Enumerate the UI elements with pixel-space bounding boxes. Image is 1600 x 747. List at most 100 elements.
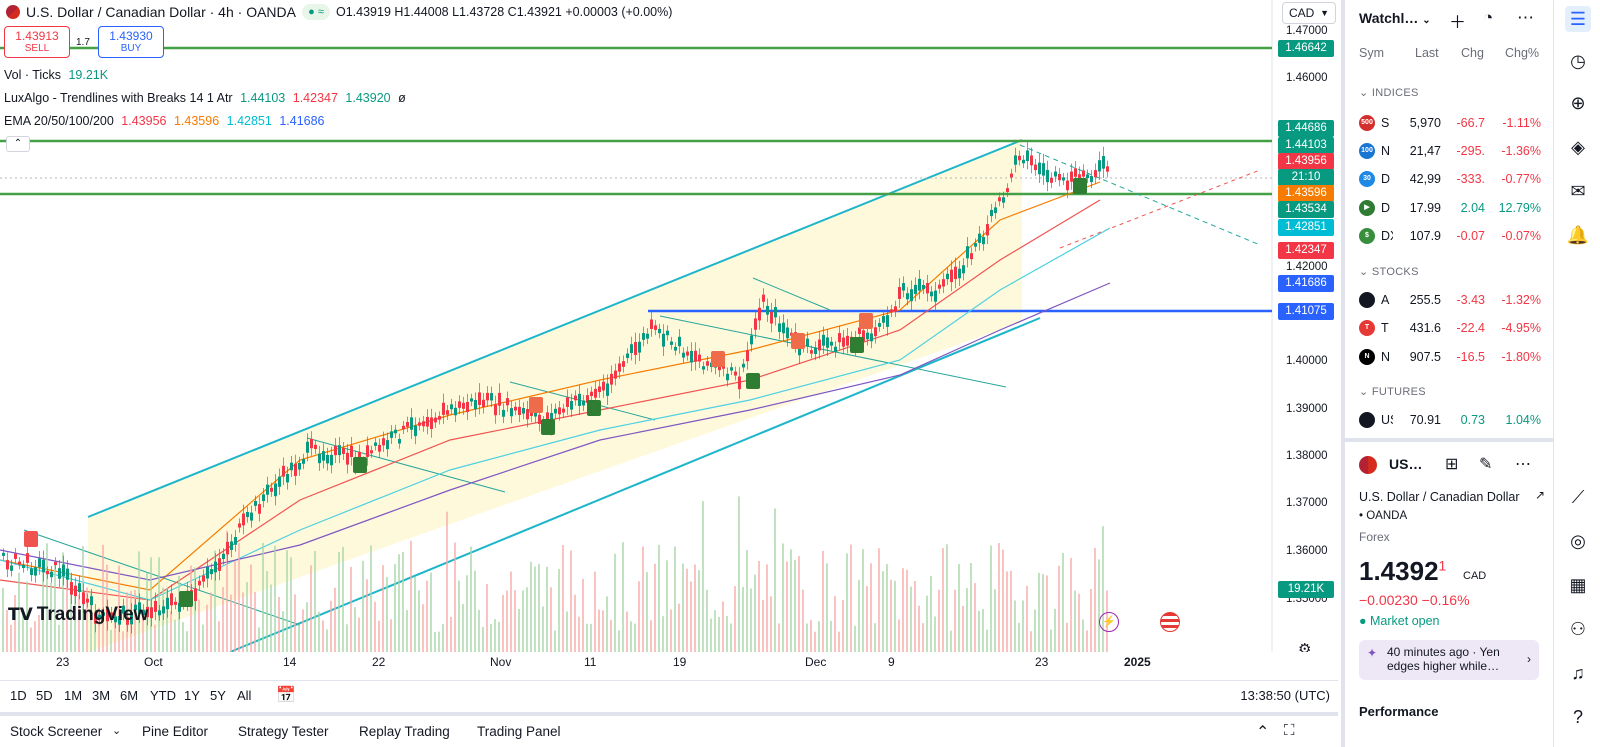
- time-axis[interactable]: 23 Oct 14 22 Nov 11 19 Dec 9 23 2025: [0, 652, 1338, 672]
- candle-body: [878, 323, 881, 327]
- range-button-all[interactable]: All: [237, 688, 252, 703]
- add-symbol-icon[interactable]: ＋: [1449, 13, 1466, 32]
- trendline-projection: [1019, 144, 1261, 246]
- watchlist-row[interactable]: 30 D 42,99 -333. -0.77%: [1345, 165, 1557, 193]
- volume-bar: [698, 570, 700, 652]
- bell-icon[interactable]: 🔔: [1566, 225, 1590, 245]
- watchlist-symbol: N: [1381, 350, 1391, 364]
- range-button-5d[interactable]: 5D: [36, 688, 53, 703]
- volume-bar: [414, 576, 416, 652]
- tradingview-logo[interactable]: 𝗧𝗩 TradingView: [8, 604, 148, 626]
- vol-legend[interactable]: Vol · Ticks 19.21K: [4, 68, 112, 82]
- symbol-title[interactable]: U.S. Dollar / Canadian Dollar · 4h · OAN…: [26, 4, 296, 20]
- watchlist-section-stocks[interactable]: ⌄ STOCKS: [1359, 265, 1419, 278]
- alerts-clock-icon[interactable]: ◷: [1570, 51, 1586, 71]
- compare-icon[interactable]: ● ≈: [302, 4, 330, 20]
- watchlist-icon[interactable]: ☰: [1565, 6, 1591, 32]
- watchlist-row[interactable]: T T 431.6 -22.4 -4.95%: [1345, 314, 1557, 342]
- pitchfork-icon[interactable]: ⟋: [1571, 487, 1585, 507]
- chart-settings-icon[interactable]: ⚙: [1298, 641, 1312, 652]
- candle-body: [118, 616, 121, 625]
- chart-area[interactable]: U.S. Dollar / Canadian Dollar · 4h · OAN…: [0, 0, 1338, 652]
- watchlist-layout-icon[interactable]: ◔: [1483, 8, 1494, 27]
- us-flag-event-icon[interactable]: [1160, 612, 1180, 632]
- volume-bar: [514, 590, 516, 652]
- ema-legend[interactable]: EMA 20/50/100/200 1.43956 1.43596 1.4285…: [4, 114, 329, 128]
- watchlist-row[interactable]: 100 N 21,47 -295. -1.36%: [1345, 137, 1557, 165]
- candle-body: [818, 339, 821, 351]
- more-icon[interactable]: ⋯: [1515, 456, 1531, 473]
- candle-body: [1066, 180, 1069, 191]
- candle-body: [218, 558, 221, 571]
- col-last[interactable]: Last: [1415, 46, 1439, 60]
- currency-select[interactable]: CAD ▼: [1282, 2, 1336, 24]
- candle-body: [210, 569, 213, 575]
- volume-bar: [278, 596, 280, 652]
- tab-stock-screener[interactable]: Stock Screener: [10, 724, 103, 739]
- range-button-1y[interactable]: 1Y: [184, 688, 200, 703]
- collapse-legend-button[interactable]: ⌃: [6, 136, 30, 152]
- detail-symbol[interactable]: US…: [1389, 456, 1423, 472]
- tab-replay-trading[interactable]: Replay Trading: [359, 724, 450, 739]
- price-chart[interactable]: [0, 0, 1338, 652]
- watchlist-title[interactable]: Watchl… ⌄: [1359, 10, 1431, 26]
- watchlist-row[interactable]: ▶ D 17.99 2.04 12.79%: [1345, 194, 1557, 222]
- tab-strategy-tester[interactable]: Strategy Tester: [238, 724, 329, 739]
- watchlist-row[interactable]: US 70.91 0.73 1.04%: [1345, 406, 1557, 434]
- ema-100-line: [0, 227, 1111, 601]
- detail-full-name[interactable]: U.S. Dollar / Canadian Dollar: [1359, 490, 1520, 504]
- volume-bar: [1018, 622, 1020, 652]
- news-card[interactable]: ✦ 40 minutes ago · Yen edges higher whil…: [1359, 640, 1539, 680]
- watchlist-row[interactable]: A 255.5 -3.43 -1.32%: [1345, 286, 1557, 314]
- detail-layout-icon[interactable]: ⊞: [1445, 456, 1459, 473]
- tab-trading-panel[interactable]: Trading Panel: [477, 724, 561, 739]
- volume-bar: [1070, 557, 1072, 652]
- collapse-panel-icon[interactable]: ⌃: [1256, 724, 1270, 741]
- candle-body: [258, 504, 261, 514]
- layers-icon[interactable]: ◈: [1571, 137, 1585, 157]
- edit-icon[interactable]: ✎: [1479, 456, 1493, 473]
- candle-body: [334, 445, 337, 456]
- more-icon[interactable]: ⋯: [1517, 8, 1534, 27]
- volume-bar: [14, 595, 16, 652]
- luxalgo-legend[interactable]: LuxAlgo - Trendlines with Breaks 14 1 At…: [4, 91, 410, 105]
- maximize-panel-icon[interactable]: ⛶: [1284, 722, 1295, 739]
- col-chg[interactable]: Chg: [1461, 46, 1484, 60]
- calendar-icon[interactable]: ▦: [1569, 575, 1587, 595]
- range-button-ytd[interactable]: YTD: [150, 688, 176, 703]
- range-button-5y[interactable]: 5Y: [210, 688, 226, 703]
- range-button-3m[interactable]: 3M: [92, 688, 111, 703]
- watchlist-row[interactable]: 500 S 5,970 -66.7 -1.11%: [1345, 109, 1557, 137]
- chat-icon[interactable]: ✉: [1570, 181, 1586, 201]
- target-icon[interactable]: ◎: [1570, 531, 1586, 551]
- col-sym[interactable]: Sym: [1359, 46, 1384, 60]
- watchlist-row[interactable]: N N 907.5 -16.5 -1.80%: [1345, 343, 1557, 371]
- watchlist-section-indices[interactable]: ⌄ INDICES: [1359, 86, 1419, 99]
- chevron-down-icon[interactable]: ⌄: [112, 725, 122, 737]
- detail-exchange: • OANDA: [1359, 510, 1408, 522]
- external-link-icon[interactable]: ↗: [1535, 488, 1546, 502]
- lightning-icon[interactable]: ⚡: [1099, 612, 1119, 632]
- help-icon[interactable]: ?: [1572, 707, 1583, 727]
- volume-bar: [986, 629, 988, 652]
- volume-bar: [962, 605, 964, 652]
- add-list-icon[interactable]: ⊕: [1570, 93, 1586, 113]
- watchlist-section-futures[interactable]: ⌄ FUTURES: [1359, 385, 1426, 398]
- buy-button[interactable]: 1.43930 BUY: [98, 26, 164, 58]
- range-button-1d[interactable]: 1D: [10, 688, 27, 703]
- utc-clock[interactable]: 13:38:50 (UTC): [1240, 688, 1330, 703]
- tab-pine-editor[interactable]: Pine Editor: [142, 724, 209, 739]
- date-range-icon[interactable]: 📅: [276, 687, 296, 704]
- symbol-logo-icon: [1359, 412, 1375, 428]
- volume-bar: [422, 604, 424, 652]
- watchlist-change: -66.7: [1456, 116, 1486, 130]
- notification-icon[interactable]: ♫: [1571, 663, 1585, 683]
- range-button-6m[interactable]: 6M: [120, 688, 139, 703]
- candle-body: [606, 383, 609, 396]
- candle-body: [826, 337, 829, 348]
- range-button-1m[interactable]: 1M: [64, 688, 83, 703]
- col-chgp[interactable]: Chg%: [1505, 46, 1540, 60]
- sell-button[interactable]: 1.43913 SELL: [4, 26, 70, 58]
- people-icon[interactable]: ⚇: [1569, 619, 1587, 639]
- watchlist-row[interactable]: $ DX 107.9 -0.07 -0.07%: [1345, 222, 1557, 250]
